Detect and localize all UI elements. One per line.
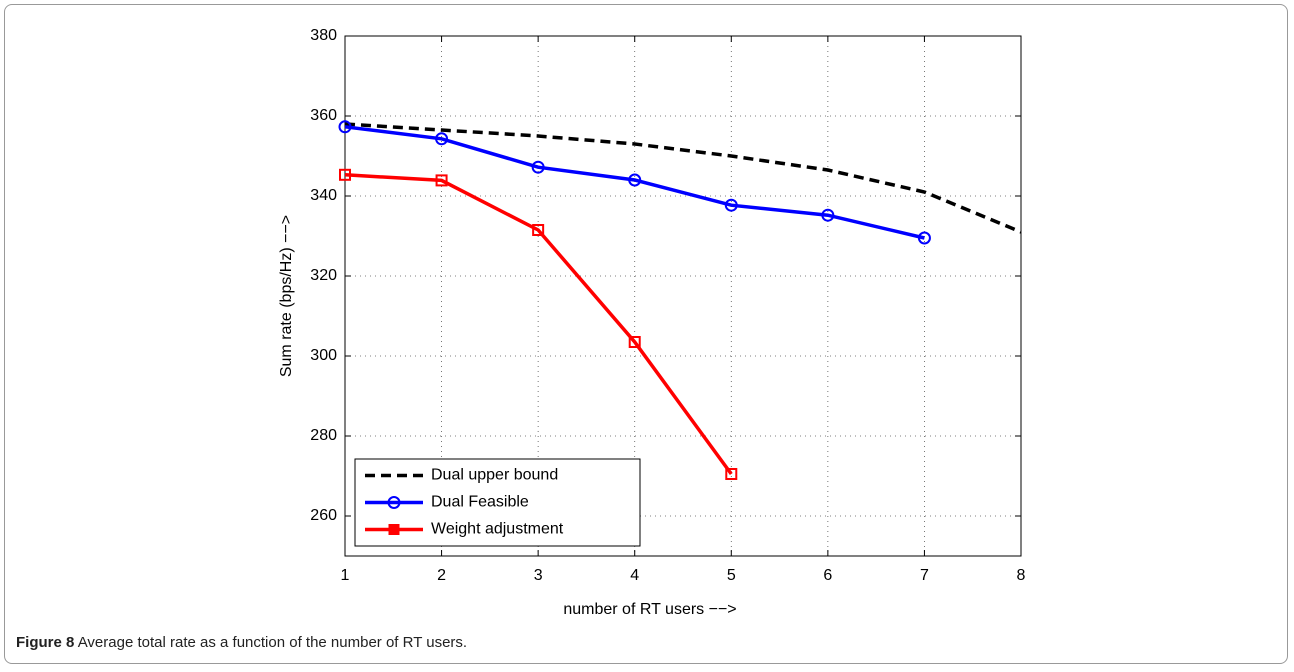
point-marker: [435, 132, 449, 146]
point-marker: [628, 173, 642, 187]
plot-border: [344, 35, 1022, 557]
point-marker: [339, 168, 351, 181]
x-tick-label: 8: [1017, 567, 1026, 584]
x-tick-label: 2: [437, 567, 446, 584]
point-marker: [338, 120, 352, 134]
point-marker: [821, 208, 835, 222]
y-tick-label: 280: [310, 427, 337, 444]
y-tick-label: 260: [310, 507, 337, 524]
x-tick-label: 5: [727, 567, 736, 584]
point-marker: [532, 224, 545, 236]
y-tick-label: 380: [310, 27, 337, 44]
point-marker: [724, 198, 738, 212]
figure-frame: [4, 4, 1288, 664]
series-line: [344, 122, 1022, 234]
y-tick-label: 300: [310, 347, 337, 364]
caption-text: Average total rate as a function of the …: [77, 634, 468, 651]
x-tick-label: 4: [630, 567, 639, 584]
x-tick-label: 6: [823, 567, 832, 584]
point-marker: [628, 336, 641, 348]
chart: number of RT users −−> Sum rate (bps/Hz)…: [278, 27, 1026, 618]
legend-marker: [387, 496, 401, 509]
legend-label: Weight adjustment: [431, 521, 564, 538]
point-marker: [917, 231, 931, 245]
x-tick-label: 7: [920, 567, 929, 584]
y-tick-label: 340: [310, 187, 337, 204]
y-tick-label: 360: [310, 107, 337, 124]
point-marker: [725, 468, 738, 480]
y-tick-label: 320: [310, 267, 337, 284]
caption-label: Figure 8: [16, 634, 75, 651]
series-line: [344, 125, 925, 240]
legend-label: Dual Feasible: [431, 494, 529, 511]
point-marker: [435, 174, 448, 187]
point-marker: [531, 160, 545, 174]
series-line: [344, 173, 733, 476]
x-tick-label: 3: [534, 567, 543, 584]
legend-marker: [388, 524, 400, 535]
y-axis-label: Sum rate (bps/Hz) −−>: [278, 215, 295, 377]
x-tick-label: 1: [341, 567, 350, 584]
caption: Figure 8 Average total rate as a functio…: [16, 634, 467, 651]
legend-label: Dual upper bound: [431, 467, 558, 484]
x-axis-label: number of RT users −−>: [563, 601, 736, 618]
